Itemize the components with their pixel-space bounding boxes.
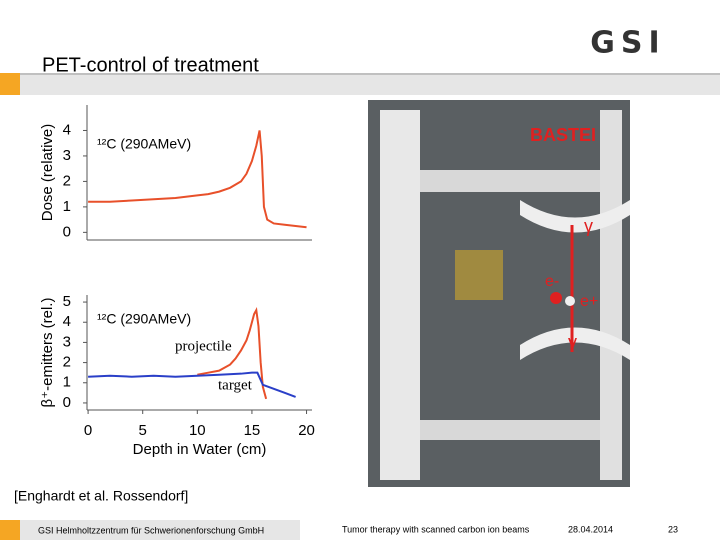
detector-head [520, 327, 630, 360]
citation: [Enghardt et al. Rossendorf] [14, 488, 188, 504]
logo: GSI [590, 26, 665, 61]
y-tick-label: 5 [63, 293, 71, 310]
y-tick-label: 4 [63, 121, 71, 138]
footer-page: 23 [668, 524, 678, 534]
chart-annotation: ¹²C (290AMeV) [97, 311, 191, 327]
y-tick-label: 3 [63, 147, 71, 164]
x-axis-label: Depth in Water (cm) [133, 441, 267, 458]
footer-date: 28.04.2014 [568, 524, 613, 534]
footer-accent [0, 520, 20, 540]
x-tick-label: 5 [139, 422, 147, 439]
y-tick-label: 3 [63, 333, 71, 350]
frame-beam [420, 420, 600, 440]
frame-beam [420, 170, 600, 192]
y-tick-label: 0 [63, 223, 71, 240]
y-tick-label: 1 [63, 198, 71, 215]
footer-box [20, 520, 300, 540]
y-tick-label: 1 [63, 374, 71, 391]
positron-dot [565, 296, 575, 306]
footer-topic: Tumor therapy with scanned carbon ion be… [342, 524, 530, 534]
series-label: projectile [175, 338, 232, 354]
photo: BASTEI γ e- e+ γ [368, 100, 630, 487]
photo-label: γ [568, 332, 577, 352]
data-line [88, 130, 307, 229]
photo-label: γ [584, 216, 593, 236]
footer-institute: GSI Helmholtzzentrum für Schwerionenfors… [38, 525, 264, 535]
y-tick-label: 2 [63, 354, 71, 371]
photo-label: e+ [580, 293, 598, 310]
photo-label: BASTEI [530, 125, 596, 145]
x-tick-label: 15 [244, 422, 261, 439]
gantry-frame [380, 110, 420, 480]
title-bar [20, 73, 720, 95]
x-tick-label: 10 [189, 422, 206, 439]
detector [455, 250, 503, 300]
gantry-frame [600, 110, 622, 480]
x-tick-label: 20 [298, 422, 315, 439]
data-line [88, 371, 296, 398]
detector-head [520, 200, 630, 233]
y-tick-label: 0 [63, 394, 71, 411]
chart-annotation: ¹²C (290AMeV) [97, 136, 191, 152]
x-tick-label: 0 [84, 422, 92, 439]
y-axis-label: Dose (relative) [39, 124, 56, 222]
y-axis-label: β⁺-emitters (rel.) [39, 298, 56, 408]
electron-dot [550, 292, 562, 304]
photo-label: e- [545, 273, 559, 290]
y-tick-label: 4 [63, 313, 71, 330]
y-tick-label: 2 [63, 172, 71, 189]
accent-block [0, 73, 20, 95]
slide-title: PET-control of treatment [42, 54, 259, 76]
data-line [197, 306, 268, 400]
series-label: target [218, 377, 253, 393]
